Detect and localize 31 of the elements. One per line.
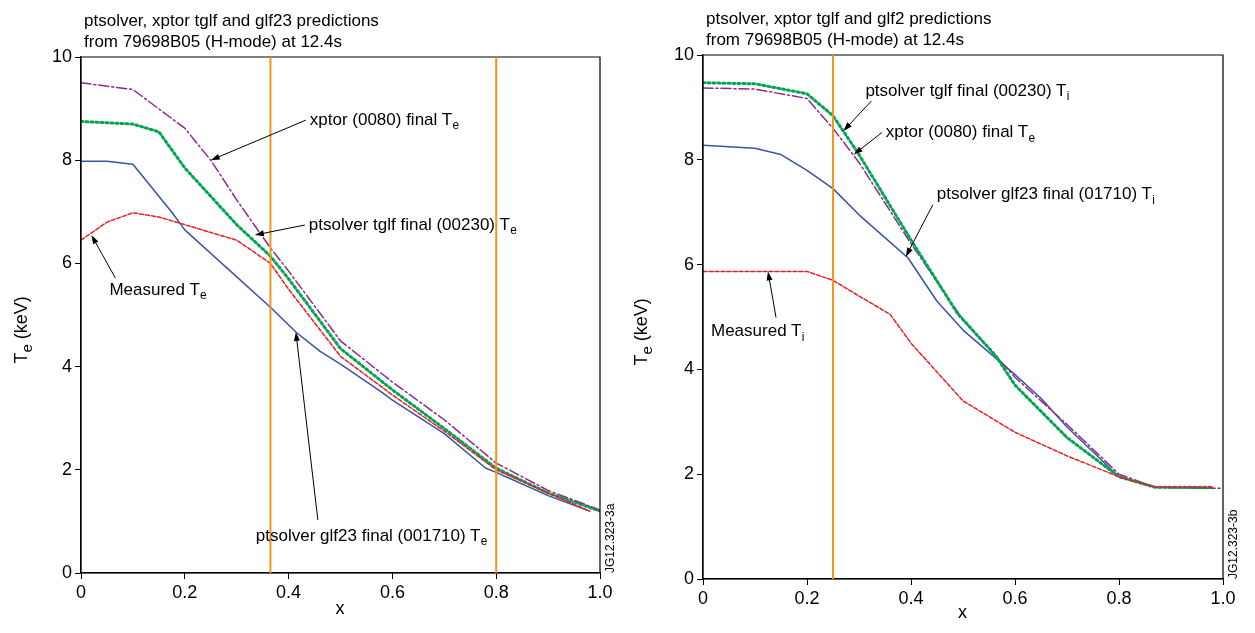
y-tick-label: 0 [683,567,694,588]
x-tick-label: 0.8 [483,581,509,602]
x-tick-label: 0.2 [794,587,820,608]
y-tick-label: 4 [61,355,72,376]
x-tick-label: 0 [75,581,87,602]
x-tick-label: 1.0 [587,581,613,602]
x-tick-label: 0.6 [1002,587,1028,608]
y-tick-label: 2 [61,458,72,479]
text: JG12.323-3b [1226,509,1241,579]
y-tick-label: 6 [683,253,694,274]
y-tick-label: 2 [683,463,694,484]
x-tick-label: 0.6 [379,581,405,602]
chart-title: ptsolver, xptor tglf and glf2 predictions from 79698B05 (H-mode) at 12.4s [706,8,992,50]
y-tick-label: 10 [51,45,72,66]
line-series [703,270,1214,489]
x-tick-label: 1.0 [1210,587,1236,608]
y-tick-label: 8 [61,149,72,170]
y-tick-label: 8 [683,148,694,169]
x-tick-label: 0.8 [1106,587,1132,608]
x-tick-label: 0.4 [276,581,302,602]
text: JG12.323-3a [603,503,618,573]
y-tick-label: 4 [683,358,694,379]
y-tick-label: 6 [61,252,72,273]
y-tick-label: 0 [61,561,72,582]
chart-title: ptsolver, xptor tglf and glf23 predictions from 79698B05 (H-mode) at 12.4s [84,10,379,52]
x-axis-title: x [335,598,345,619]
x-tick-label: 0.2 [172,581,198,602]
y-tick-label: 10 [673,43,694,64]
x-tick-label: 0 [697,587,709,608]
x-tick-label: 0.4 [898,587,924,608]
x-axis-title: x [958,602,967,623]
